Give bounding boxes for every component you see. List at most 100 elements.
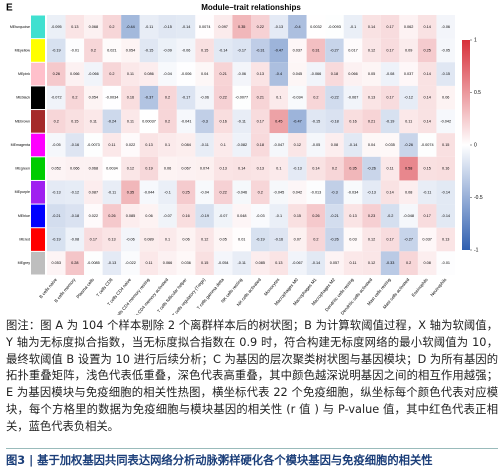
cell-value: 0.2 — [313, 96, 318, 100]
module-color — [31, 86, 45, 110]
cell-value: 0.1 — [221, 143, 226, 147]
cell-value: 0.14 — [423, 72, 430, 76]
heatmap-cell — [65, 109, 85, 134]
y-tick-label: MEyellow — [15, 48, 31, 52]
cell-value: 0.053 — [52, 261, 62, 265]
heatmap-cell — [343, 38, 363, 63]
x-tick-label: B cells naive — [38, 277, 58, 300]
heatmap-cell — [121, 62, 140, 86]
heatmap-cell — [325, 227, 344, 252]
cell-value: 0.054 — [89, 96, 99, 100]
heatmap-cell — [102, 156, 122, 181]
module-color — [31, 228, 45, 251]
heatmap-cell — [65, 251, 85, 275]
heatmap-cell — [139, 109, 159, 134]
heatmap-cell — [158, 109, 177, 134]
cell-value: -0.13 — [52, 190, 61, 194]
heatmap-cell — [436, 180, 455, 205]
cell-value: 0.23 — [368, 214, 375, 218]
heatmap-cell — [121, 109, 140, 134]
heatmap-cell — [380, 251, 400, 275]
module-color — [31, 180, 45, 204]
heatmap-cell — [306, 180, 326, 205]
cell-value: 0.00037 — [142, 119, 156, 123]
heatmap-cell — [288, 109, 307, 134]
cell-value: 0.037 — [422, 238, 432, 242]
cell-value: 0.2 — [165, 96, 170, 100]
cell-value: 0.097 — [218, 25, 228, 29]
cell-value: -0.27 — [404, 238, 413, 242]
cell-value: -0.067 — [348, 96, 359, 100]
heatmap-cell — [176, 38, 196, 63]
heatmap-cell — [399, 251, 418, 275]
cell-value: -0.16 — [274, 238, 283, 242]
cell-value: -0.0085 — [87, 261, 100, 265]
heatmap-cell — [362, 62, 381, 86]
cell-value: -0.4 — [294, 25, 301, 29]
heatmap-cell — [158, 156, 177, 181]
cell-value: -0.11 — [423, 190, 431, 194]
heatmap-cell — [232, 38, 251, 63]
heatmap-cell — [362, 38, 381, 63]
colorbar — [462, 40, 470, 250]
heatmap-cell — [232, 109, 251, 134]
cell-value: -0.15 — [441, 72, 450, 76]
cell-value: -0.006 — [181, 72, 192, 76]
heatmap-cell — [399, 15, 418, 39]
cell-value: -0.11 — [108, 190, 116, 194]
cell-value: 0.35 — [127, 190, 134, 194]
cell-value: -0.14 — [219, 48, 228, 52]
heatmap-cell — [213, 133, 233, 157]
heatmap-cell — [158, 204, 177, 228]
heatmap-cell — [47, 85, 66, 110]
cell-value: -0.0073 — [87, 143, 100, 147]
heatmap-cell — [139, 62, 159, 86]
heatmap-cell — [399, 38, 418, 63]
heatmap-cell — [158, 15, 177, 39]
cell-value: 0.0032 — [310, 25, 322, 29]
heatmap-cell — [436, 15, 455, 39]
cell-value: 0.09 — [405, 48, 412, 52]
cell-value: -0.21 — [330, 214, 339, 218]
cell-value: 0.26 — [53, 72, 60, 76]
cell-value: 0.14 — [423, 119, 430, 123]
x-tick-label: Monocytes — [263, 277, 281, 297]
cell-value: -0.0093 — [328, 25, 341, 29]
heatmap-cell — [269, 251, 289, 275]
cell-value: 0.18 — [257, 143, 264, 147]
heatmap-cell — [139, 251, 159, 275]
cell-value: 0.35 — [349, 167, 356, 171]
cell-value: 0.22 — [219, 96, 226, 100]
cell-value: 0.19 — [145, 167, 152, 171]
cell-value: 0.15 — [71, 119, 78, 123]
cell-value: 0.2 — [72, 96, 77, 100]
cell-value: 0.066 — [163, 261, 173, 265]
cell-value: 0.15 — [423, 167, 430, 171]
cell-value: 0.022 — [126, 143, 136, 147]
heatmap-cell — [121, 156, 140, 181]
heatmap-cell — [417, 204, 437, 228]
heatmap-cell — [84, 251, 103, 275]
heatmap-cell — [251, 38, 270, 63]
heatmap-cell — [380, 227, 400, 252]
module-color — [31, 110, 45, 133]
heatmap-cell — [232, 133, 251, 157]
cell-value: 0.45 — [275, 119, 282, 123]
cell-value: 0.14 — [386, 190, 393, 194]
heatmap-cell — [121, 204, 140, 228]
heatmap-cell — [380, 62, 400, 86]
cell-value: -0.041 — [181, 119, 192, 123]
heatmap-cell — [362, 15, 381, 39]
heatmap-cell — [213, 156, 233, 181]
heatmap-cell — [47, 251, 66, 275]
cell-value: 0.17 — [90, 238, 97, 242]
heatmap-cell — [325, 204, 344, 228]
heatmap-cell — [65, 180, 85, 205]
cell-value: -0.11 — [238, 119, 246, 123]
module-color — [31, 62, 45, 86]
cell-value: -0.14 — [349, 143, 358, 147]
heatmap-cell — [269, 227, 289, 252]
heatmap-cell — [380, 38, 400, 63]
heatmap-cell — [158, 227, 177, 252]
